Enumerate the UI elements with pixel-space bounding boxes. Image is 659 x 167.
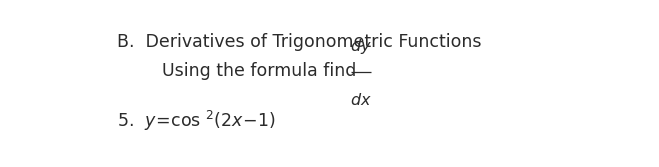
Text: $dy$: $dy$ [350,37,372,56]
Text: B.  Derivatives of Trigonometric Functions: B. Derivatives of Trigonometric Function… [117,33,482,51]
Text: Using the formula find: Using the formula find [161,62,361,80]
Text: $dx$: $dx$ [350,92,372,108]
Text: 5.  $y\!=\!\mathrm{cos}\ ^{2}(2x\!-\!1)$: 5. $y\!=\!\mathrm{cos}\ ^{2}(2x\!-\!1)$ [117,109,276,133]
